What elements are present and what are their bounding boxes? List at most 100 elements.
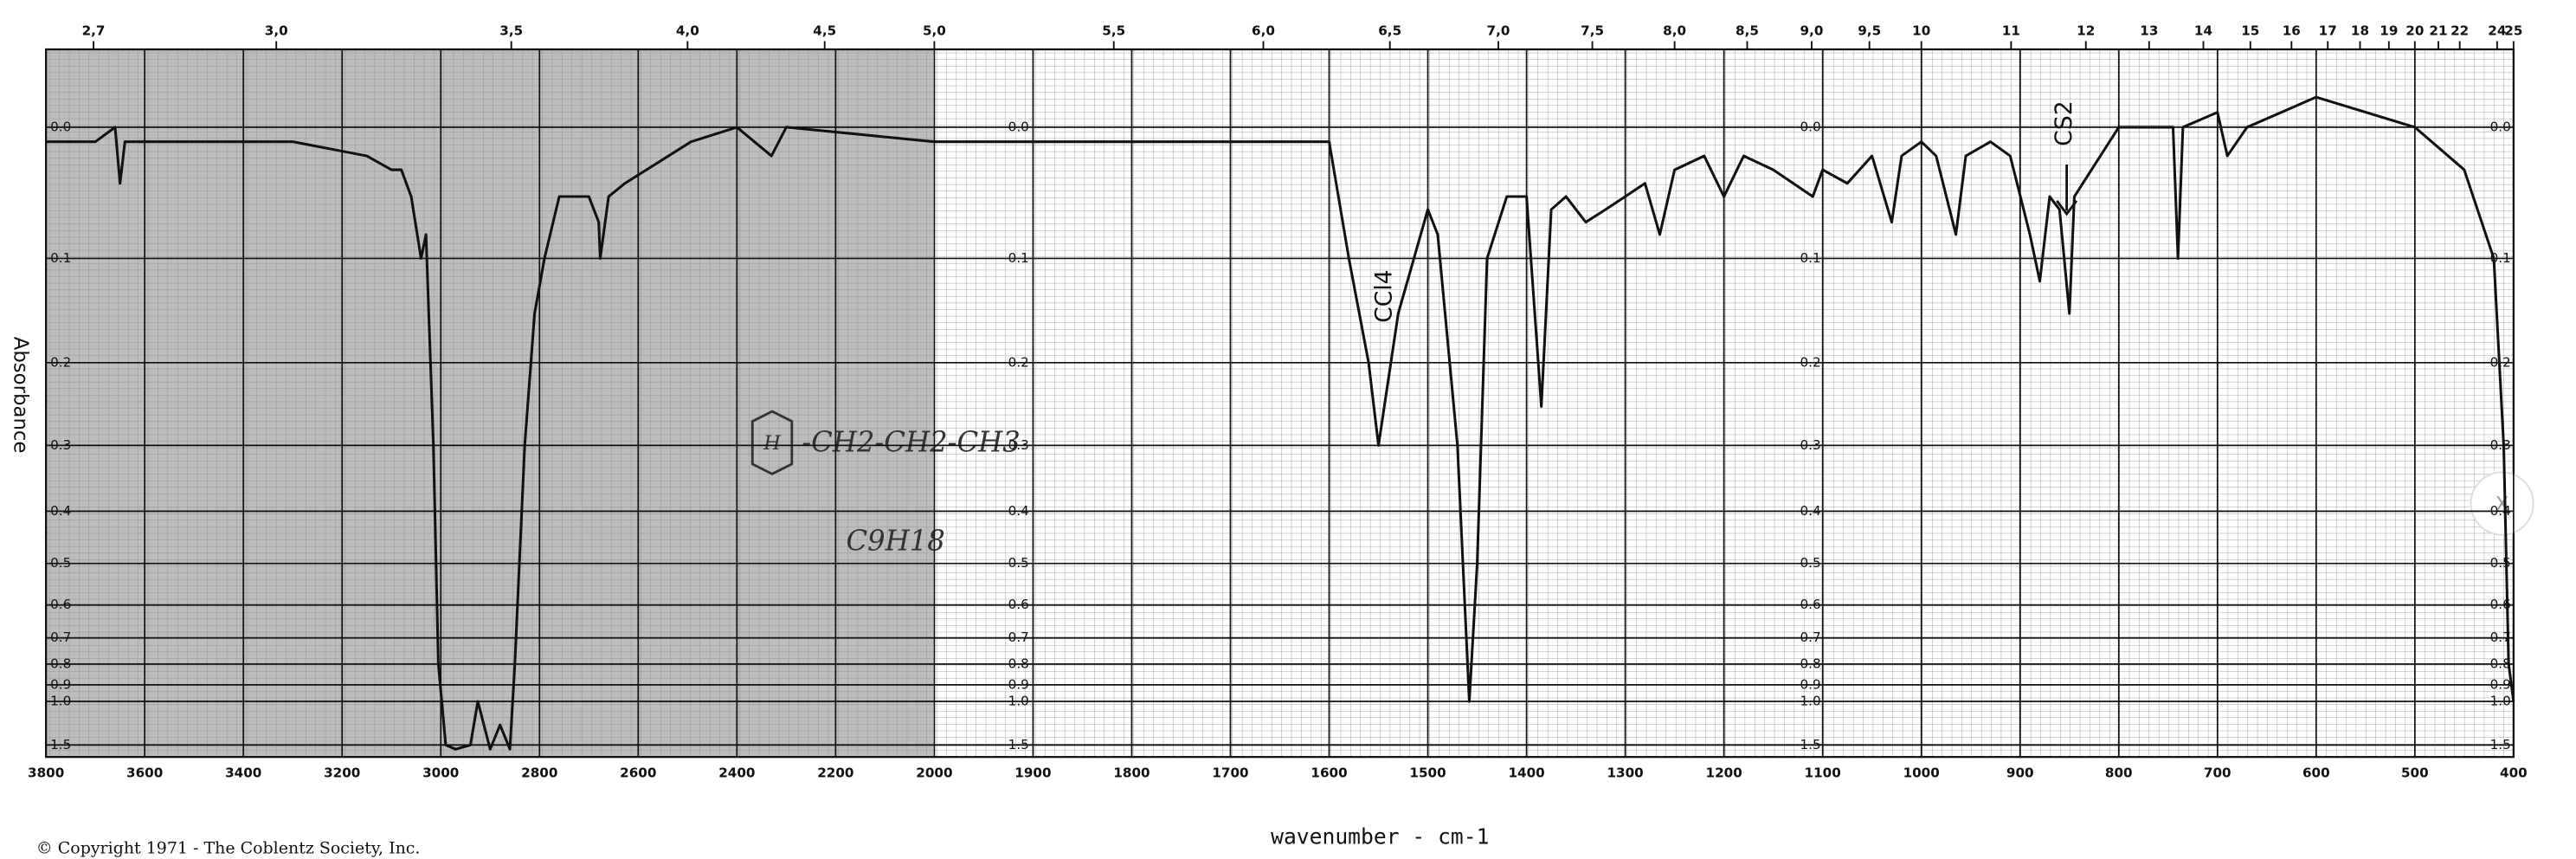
x-tick-label: 2800: [521, 765, 557, 781]
y-tick-label: 0.1: [50, 250, 71, 266]
top-tick-label: 12: [2077, 23, 2095, 39]
y-tick-label: 0.5: [1008, 555, 1029, 571]
top-tick-label: 20: [2405, 23, 2424, 39]
x-tick-label: 1900: [1014, 765, 1051, 781]
y-tick-label: 1.5: [2490, 737, 2511, 752]
x-tick-label: 1700: [1212, 765, 1248, 781]
y-tick-label: 0.8: [50, 656, 71, 671]
x-tick-label: 2400: [718, 765, 755, 781]
y-tick-label: 0.6: [1008, 597, 1029, 612]
top-tick-label: 13: [2140, 23, 2158, 39]
x-tick-label: 400: [2500, 765, 2528, 781]
x-tick-label: 1500: [1409, 765, 1446, 781]
y-tick-label: 0.1: [1800, 250, 1820, 266]
top-tick-label: 6,0: [1252, 23, 1275, 39]
y-tick-label: 0.5: [1800, 555, 1820, 571]
top-tick-label: 10: [1912, 23, 1930, 39]
x-tick-label: 600: [2302, 765, 2330, 781]
y-tick-label: 0.6: [1800, 597, 1820, 612]
annotation: CCl4: [1370, 269, 1397, 322]
top-tick-label: 5,0: [923, 23, 946, 39]
top-tick-label: 3,5: [499, 23, 523, 39]
top-tick-label: 3,0: [265, 23, 288, 39]
y-tick-label: 0.7: [1008, 630, 1029, 645]
y-tick-label: 0.4: [50, 503, 71, 519]
annotation: H: [763, 432, 782, 455]
x-tick-label: 1600: [1311, 765, 1347, 781]
top-tick-label: 14: [2194, 23, 2212, 39]
close-button[interactable]: [2470, 471, 2534, 536]
y-tick-label: 0.3: [1008, 437, 1029, 453]
x-tick-label: 3000: [422, 765, 459, 781]
y-tick-label: 0.0: [1008, 119, 1029, 134]
top-tick-label: 9,0: [1800, 23, 1824, 39]
x-tick-label: 500: [2401, 765, 2429, 781]
y-tick-label: 0.9: [50, 676, 71, 692]
copyright: © Copyright 1971 - The Coblentz Society,…: [36, 839, 421, 858]
y-tick-label: 0.4: [1008, 503, 1029, 519]
y-tick-label: 0.0: [2490, 119, 2511, 134]
y-tick-label: 0.9: [1008, 676, 1029, 692]
x-tick-label: 1400: [1508, 765, 1544, 781]
y-tick-label: 0.9: [1800, 676, 1820, 692]
y-tick-label: 0.9: [2490, 676, 2511, 692]
spectrum-line: [46, 95, 2515, 751]
x-axis-label: wavenumber - cm-1: [1271, 823, 1489, 849]
y-tick-label: 0.3: [1800, 437, 1820, 453]
top-tick-label: 25: [2504, 23, 2522, 39]
y-tick-label: 0.3: [50, 437, 71, 453]
x-tick-label: 1300: [1607, 765, 1643, 781]
annotation: -CH2-CH2-CH3: [802, 426, 1021, 459]
annotation: C9H18: [846, 525, 944, 558]
x-tick-label: 3600: [126, 765, 163, 781]
y-tick-label: 1.0: [50, 693, 71, 708]
y-tick-label: 0.8: [1800, 656, 1820, 671]
y-tick-label: 0.5: [50, 555, 71, 571]
top-tick-label: 22: [2450, 23, 2469, 39]
y-tick-label: 0.6: [50, 597, 71, 612]
y-tick-label: 1.0: [1800, 693, 1820, 708]
top-tick-label: 19: [2380, 23, 2398, 39]
y-tick-label: 0.2: [1008, 354, 1029, 370]
y-tick-label: 0.7: [50, 630, 71, 645]
y-tick-label: 1.0: [1008, 693, 1029, 708]
y-tick-label: 0.8: [1008, 656, 1029, 671]
top-tick-label: 11: [2002, 23, 2020, 39]
y-axis-label: Absorbance: [9, 337, 31, 454]
y-tick-label: 0.8: [2490, 656, 2511, 671]
annotation: CS2: [2051, 100, 2077, 145]
x-tick-label: 2600: [620, 765, 656, 781]
y-tick-label: 0.4: [2490, 503, 2511, 519]
x-tick-label: 2200: [817, 765, 853, 781]
y-tick-label: 0.7: [2490, 630, 2511, 645]
x-tick-label: 3200: [324, 765, 360, 781]
y-tick-label: 0.0: [1800, 119, 1820, 134]
y-tick-label: 0.2: [1800, 354, 1820, 370]
x-tick-label: 3400: [225, 765, 261, 781]
top-tick-label: 16: [2283, 23, 2301, 39]
minor-grid: [46, 49, 2514, 758]
x-tick-label: 1000: [1903, 765, 1940, 781]
y-tick-label: 1.5: [1008, 737, 1029, 752]
top-tick-label: 17: [2319, 23, 2337, 39]
x-tick-label: 900: [2006, 765, 2034, 781]
top-tick-label: 8,0: [1663, 23, 1686, 39]
top-tick-label: 7,0: [1487, 23, 1510, 39]
top-tick-label: 9,5: [1858, 23, 1881, 39]
top-tick-label: 5,5: [1102, 23, 1125, 39]
y-tick-label: 1.0: [2490, 693, 2511, 708]
top-tick-label: 15: [2241, 23, 2259, 39]
x-tick-label: 1200: [1706, 765, 1742, 781]
x-tick-label: 3800: [28, 765, 64, 781]
top-tick-label: 6,5: [1378, 23, 1401, 39]
x-tick-label: 2000: [916, 765, 952, 781]
top-tick-label: 4,5: [813, 23, 836, 39]
top-tick-label: 24: [2488, 23, 2506, 39]
y-tick-label: 1.5: [50, 737, 71, 752]
y-tick-label: 0.6: [2490, 597, 2511, 612]
y-tick-label: 1.5: [1800, 737, 1820, 752]
top-tick-label: 7,5: [1581, 23, 1604, 39]
top-tick-label: 8,5: [1736, 23, 1759, 39]
x-tick-label: 700: [2204, 765, 2231, 781]
